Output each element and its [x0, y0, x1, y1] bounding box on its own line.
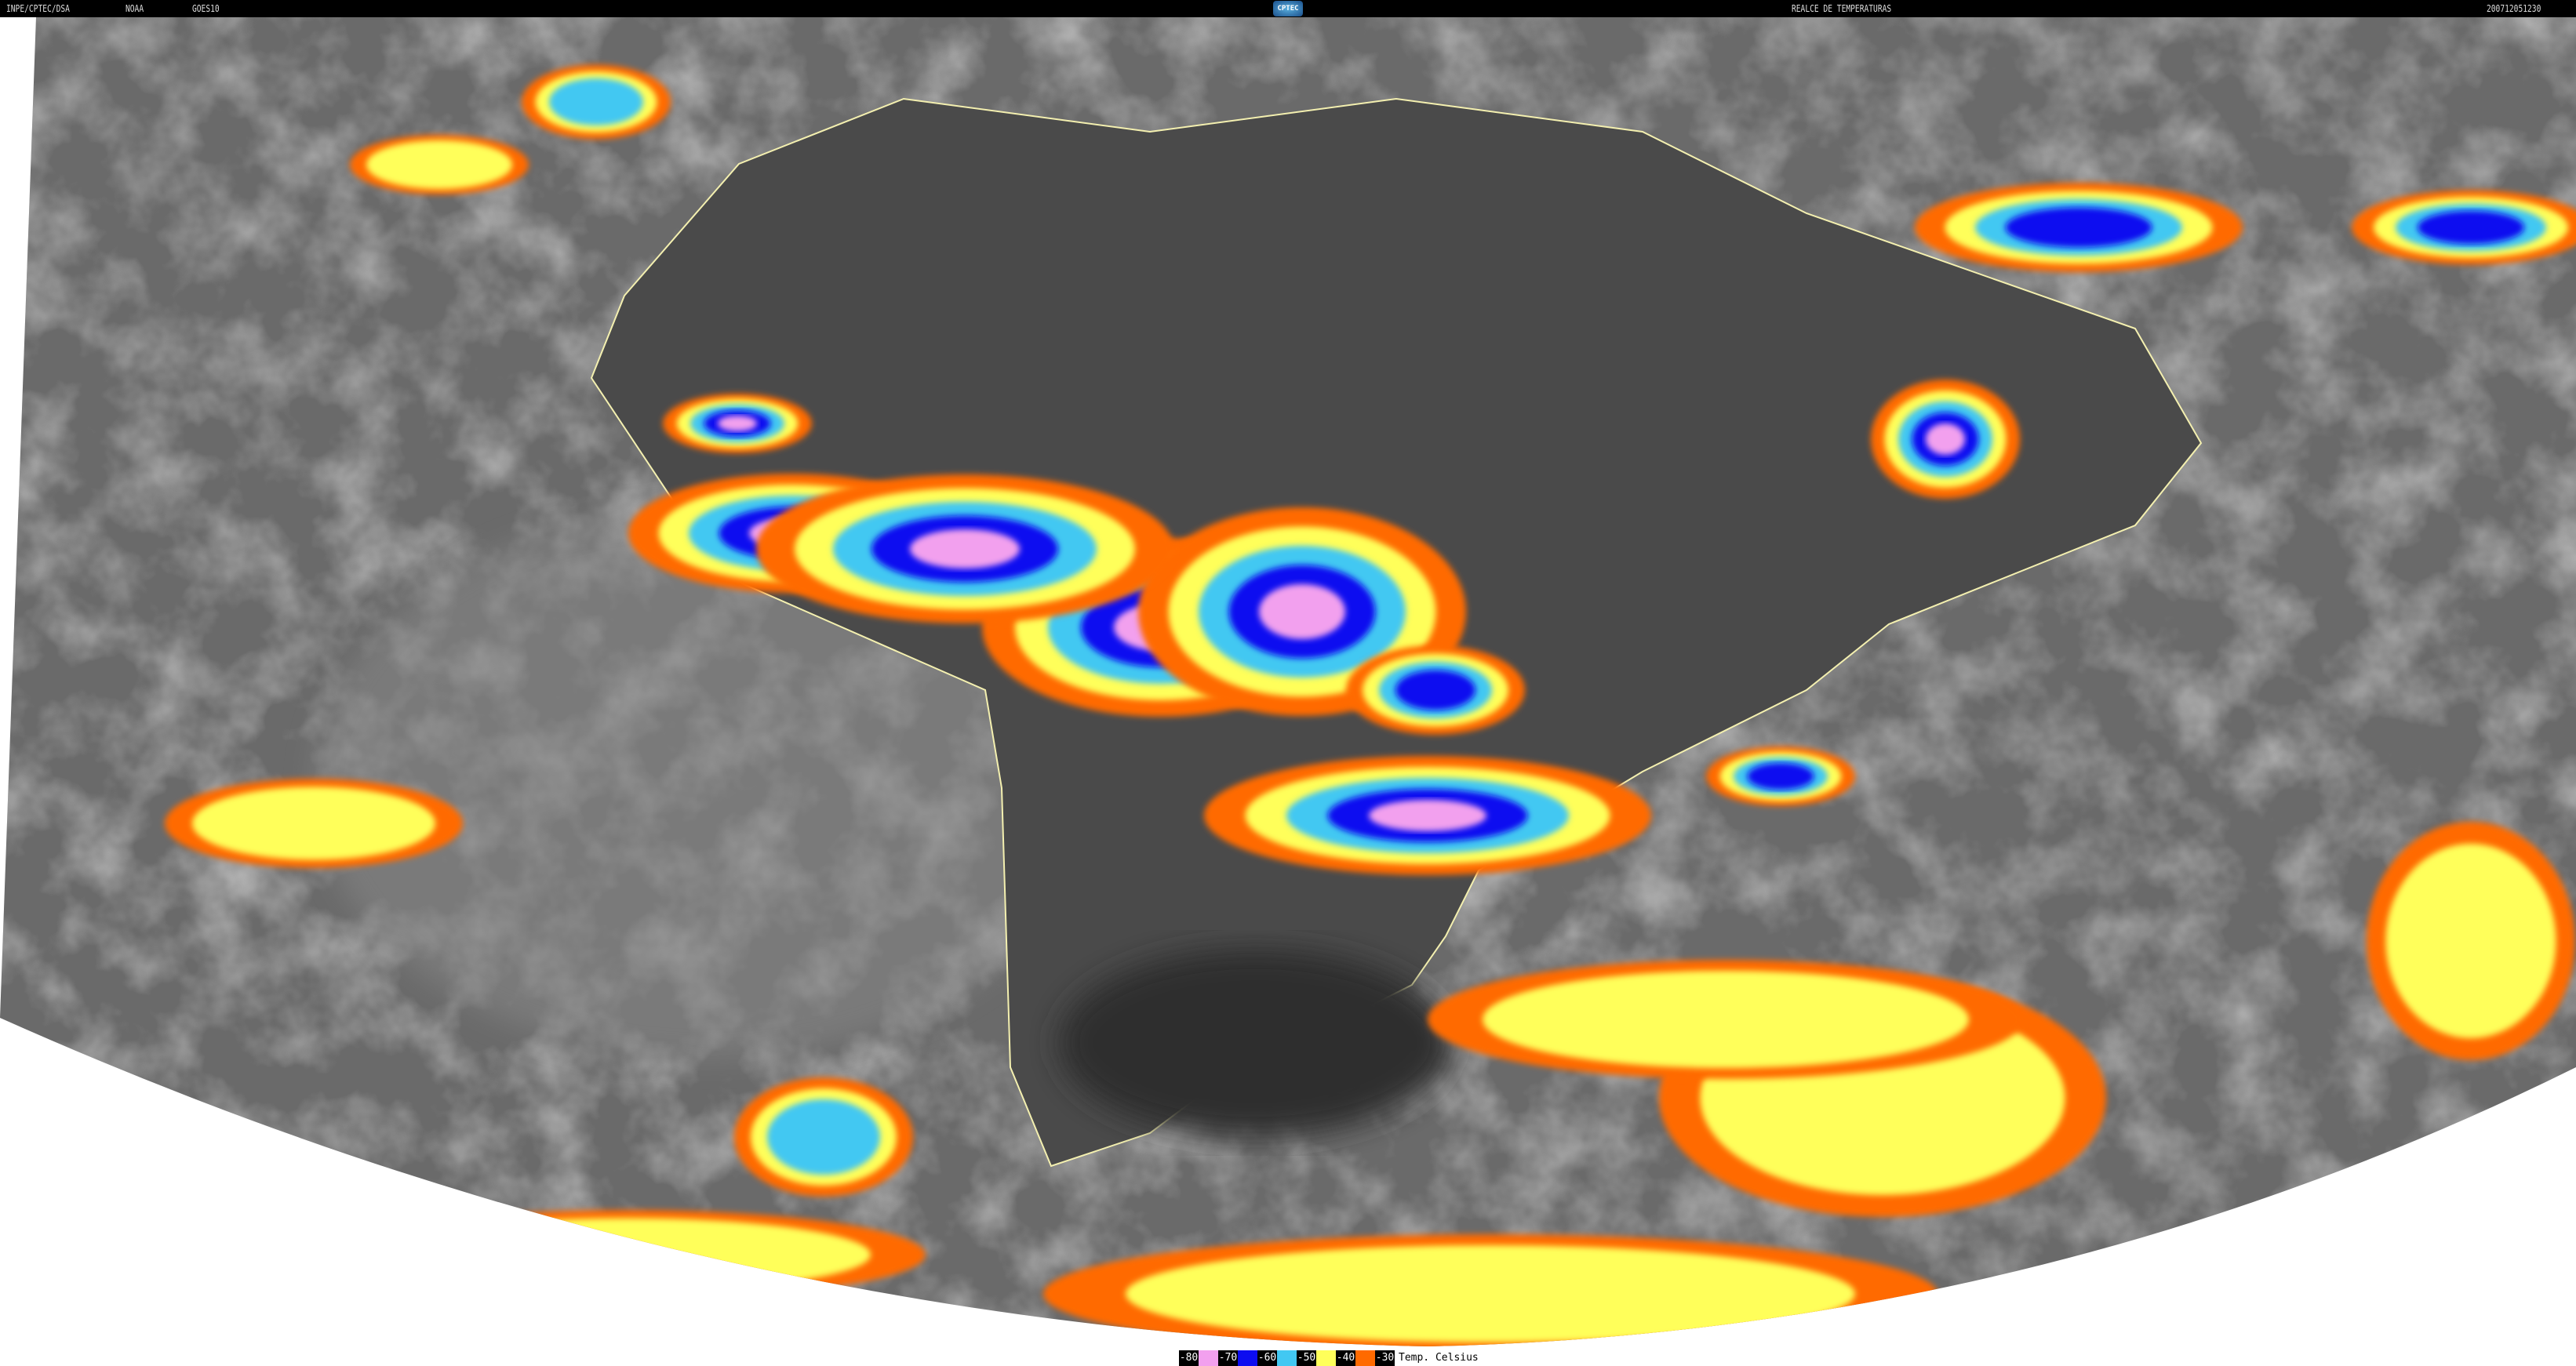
legend-label: -50: [1297, 1350, 1316, 1366]
legend-swatch: [1316, 1350, 1336, 1366]
earth-disc: [0, 17, 2576, 1346]
storm-cell--80: [1926, 423, 1965, 455]
patagonia-dark: [1059, 949, 1451, 1137]
legend-swatch: [1355, 1350, 1375, 1366]
satellite-image: [0, 17, 2576, 1346]
legend-title: Temp. Celsius: [1395, 1350, 1479, 1366]
storm-cell--70: [2418, 210, 2524, 245]
storm-cell--80: [1259, 584, 1345, 639]
storm-cell--80: [718, 416, 757, 431]
timestamp: 200712051230: [2487, 3, 2541, 14]
storm-cell--60: [549, 78, 643, 125]
temperature-legend: -80 -70 -60 -50 -40 -30 Temp. Celsius: [1179, 1350, 1479, 1366]
legend-label: -60: [1257, 1350, 1277, 1366]
institution-label: INPE/CPTEC/DSA: [6, 3, 70, 14]
storm-cell--50: [384, 1218, 871, 1292]
storm-cell--50: [192, 787, 435, 860]
storm-cell--50: [366, 140, 512, 189]
product-title: REALCE DE TEMPERATURAS: [1792, 3, 1892, 14]
storm-cell--50: [2385, 844, 2556, 1038]
satellite-label: GOES10: [192, 3, 220, 14]
cptec-logo: CPTEC: [1273, 1, 1303, 16]
storm-cell--70: [1747, 763, 1814, 790]
legend-swatch: [1199, 1350, 1218, 1366]
storm-cell--50: [1126, 1245, 1855, 1342]
storm-cell--70: [2005, 207, 2152, 248]
storm-cell--50: [1483, 971, 1969, 1068]
legend-label: -40: [1336, 1350, 1355, 1366]
agency-label: NOAA: [126, 3, 144, 14]
storm-cell--80: [1369, 800, 1486, 831]
legend-label: -80: [1179, 1350, 1199, 1366]
storm-cell--60: [767, 1099, 880, 1175]
storm-cell--70: [1395, 670, 1475, 710]
storm-cell--80: [910, 529, 1020, 569]
legend-swatch: [1277, 1350, 1297, 1366]
header-bar: INPE/CPTEC/DSA NOAA GOES10 CPTEC REALCE …: [0, 0, 2576, 17]
legend-label: -30: [1375, 1350, 1395, 1366]
legend-label: -70: [1218, 1350, 1238, 1366]
legend-swatch: [1238, 1350, 1257, 1366]
